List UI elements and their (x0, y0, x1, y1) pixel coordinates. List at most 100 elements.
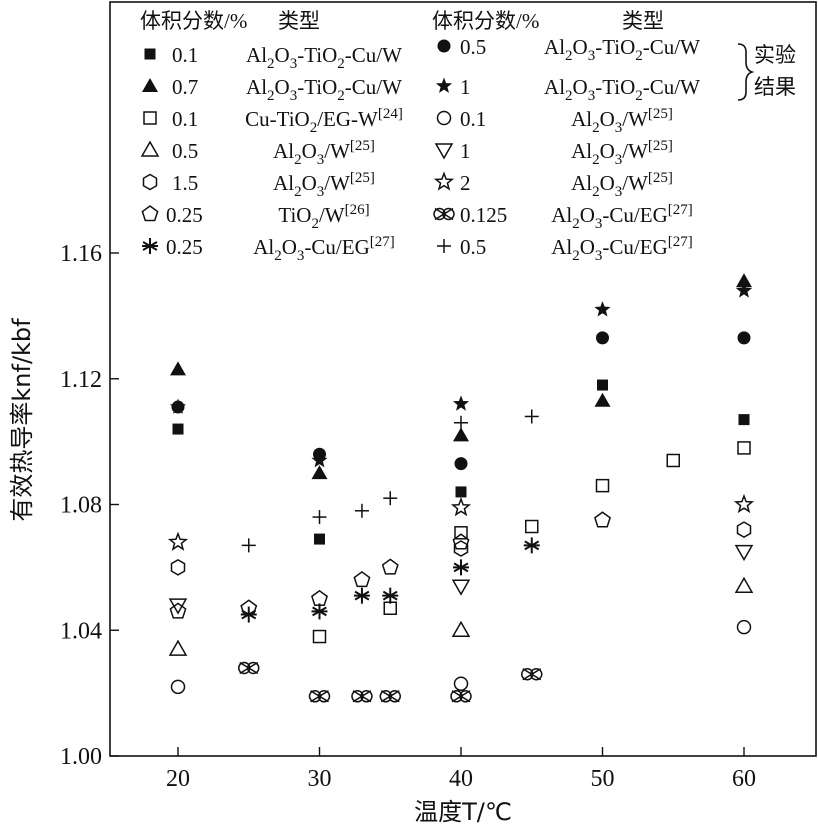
legend-marker (140, 140, 160, 157)
data-point (734, 544, 754, 562)
y-tick-label: 1.08 (60, 493, 102, 519)
legend-fraction: 0.1 (172, 43, 198, 67)
data-point (452, 533, 470, 550)
legend-entry: 1 Al2O3/W[25] (434, 138, 673, 168)
data-point (451, 579, 471, 596)
data-point (311, 589, 328, 607)
data-point (735, 282, 753, 298)
legend-type: TiO2/W[26] (278, 202, 369, 232)
data-point (167, 531, 189, 551)
legend-brace (737, 43, 755, 101)
data-point (594, 301, 611, 317)
x-tick-label: 60 (732, 766, 756, 792)
legend-entry: 0.1 Al2O3-TiO2-Cu/W (144, 43, 402, 72)
legend-entry: 0.5 Al2O3-Cu/EG[27] (437, 234, 693, 264)
legend-entry: 2 Al2O3/W[25] (433, 170, 673, 200)
data-point (737, 441, 751, 455)
legend-marker (434, 143, 454, 160)
legend-type: Al2O3/W[25] (273, 138, 375, 168)
data-point (525, 519, 539, 534)
data-point (450, 690, 472, 703)
data-point (595, 478, 610, 493)
legend-entry: 0.5 Al2O3-TiO2-Cu/W (437, 35, 700, 64)
legend-fraction: 1 (460, 75, 471, 99)
data-point (241, 538, 256, 553)
legend-type: Al2O3-TiO2-Cu/W (246, 43, 402, 72)
data-point (521, 668, 543, 681)
data-point (354, 503, 369, 518)
legend-entry: 0.1 Cu-TiO2/EG-W[24] (143, 106, 403, 136)
y-tick-label: 1.04 (60, 618, 102, 644)
y-tick-label: 1.00 (60, 744, 102, 770)
legend-type: Al2O3-Cu/EG[27] (253, 234, 395, 264)
data-point (311, 465, 328, 480)
data-point (736, 521, 752, 539)
legend-type: Al2O3/W[25] (571, 170, 673, 200)
legend-marker (437, 239, 451, 253)
data-point (383, 601, 397, 615)
data-point (238, 661, 260, 675)
legend-marker (142, 173, 158, 191)
legend-fraction: 0.1 (172, 107, 198, 131)
data-point (308, 690, 331, 703)
legend-marker (143, 111, 157, 125)
data-point (454, 526, 468, 540)
legend-group-label: 实验 (754, 43, 796, 67)
legend-marker (144, 48, 156, 60)
data-point (168, 598, 188, 615)
legend-entry: 0.5 Al2O3/W[25] (140, 138, 375, 168)
legend-fraction: 0.5 (460, 35, 486, 59)
legend-fraction: 0.125 (460, 203, 507, 227)
legend-fraction: 0.25 (166, 203, 203, 227)
legend-header-type: 类型 (622, 9, 664, 33)
legend-type: Al2O3/W[25] (273, 170, 375, 200)
legend-entry: 1 Al2O3-TiO2-Cu/W (435, 75, 700, 104)
data-point (169, 398, 187, 414)
data-point (240, 606, 257, 623)
legend-entry: 0.25 TiO2/W[26] (141, 202, 370, 232)
legend-type: Al2O3/W[25] (571, 106, 673, 136)
data-point (597, 379, 608, 391)
data-point (311, 451, 328, 468)
data-point (524, 409, 539, 424)
data-point (452, 395, 470, 411)
data-point (594, 392, 611, 407)
legend-entry: 0.25 Al2O3-Cu/EG[27] (142, 234, 395, 264)
data-point (312, 629, 327, 644)
data-point (451, 620, 471, 637)
data-point (353, 571, 371, 588)
data-point (170, 679, 186, 695)
data-point (168, 639, 188, 656)
legend-fraction: 0.5 (460, 235, 486, 259)
legend-marker (433, 171, 455, 191)
legend-entry: 0.7 Al2O3-TiO2-Cu/W (142, 75, 402, 104)
data-point (733, 493, 755, 514)
data-point (312, 510, 327, 525)
data-point (170, 361, 186, 376)
data-point (737, 331, 751, 345)
x-axis-title: 温度T/℃ (414, 798, 512, 826)
data-point (453, 559, 469, 576)
legend-entry: 0.125 Al2O3-Cu/EG[27] (433, 202, 693, 232)
legend-fraction: 0.25 (166, 235, 203, 259)
legend-fraction: 1 (460, 139, 471, 163)
legend: 体积分数/% 类型 体积分数/% 类型 实验 结果 0.1 Al2O3-TiO2-… (140, 9, 796, 264)
y-axis-title: 有效热导率knf/kbf (8, 318, 36, 522)
legend-header-fraction: 体积分数/% (432, 9, 539, 33)
data-point (666, 453, 680, 468)
legend-type: Al2O3-Cu/EG[27] (551, 234, 693, 264)
x-tick-label: 30 (308, 766, 332, 792)
legend-fraction: 0.5 (172, 139, 198, 163)
data-point (734, 576, 754, 593)
legend-marker (142, 238, 158, 254)
data-point (738, 414, 750, 426)
data-point (311, 603, 328, 620)
data-point (170, 559, 186, 576)
data-point (523, 537, 540, 554)
legend-marker (437, 39, 451, 53)
legend-type: Al2O3/W[25] (571, 138, 673, 168)
x-tick-label: 50 (591, 766, 615, 792)
legend-marker (435, 77, 453, 93)
data-point (172, 423, 184, 435)
